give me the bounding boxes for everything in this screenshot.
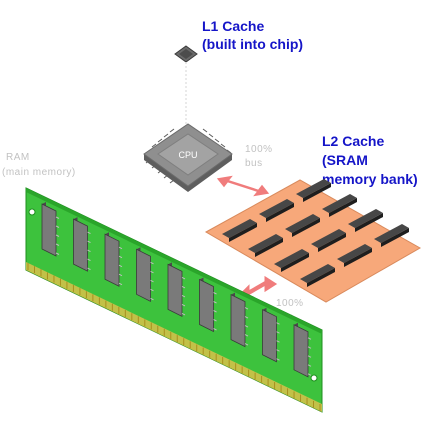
sram-chip	[322, 194, 357, 213]
ram-chip-pin	[307, 337, 312, 340]
sram-chip-side	[329, 198, 357, 217]
sram-chip	[300, 264, 335, 283]
sram-chip	[248, 234, 283, 253]
l2-cache-line3: memory bank)	[322, 171, 418, 187]
sram-chip-side	[318, 233, 346, 252]
ram-chip-pin	[307, 355, 312, 358]
cpu-label: CPU	[178, 150, 197, 160]
sram-chip	[285, 214, 320, 233]
ram-chip-pin	[276, 358, 280, 361]
ram-label-line1: RAM	[6, 152, 30, 163]
sram-chip-side	[355, 213, 383, 232]
speed-label-top-line1: 100%	[245, 144, 273, 155]
ram-chip-pin	[87, 258, 91, 262]
ram-chip-pin	[244, 316, 249, 319]
ram-chip-pin	[213, 319, 217, 322]
sram-chip	[374, 224, 409, 243]
ram-chip-pin	[244, 334, 249, 337]
ram-chip-pin	[55, 243, 60, 246]
l1-cache-subtitle: (built into chip)	[202, 36, 303, 52]
sram-chip-side	[303, 183, 331, 202]
ram-chip-pin	[276, 331, 280, 334]
ram-chip-pin	[213, 292, 217, 295]
ram-chip-pin	[150, 297, 154, 301]
ram-chip-pin	[213, 301, 217, 304]
speed-label-top-line2: bus	[245, 158, 263, 169]
sram-chip-side	[266, 203, 294, 222]
ram-chip-pin	[181, 303, 186, 307]
ram-chip-pin	[244, 325, 249, 328]
sram-chip	[348, 209, 383, 228]
sram-chip-side	[281, 253, 309, 272]
ram-chip-pin	[307, 373, 312, 376]
sram-chip	[296, 179, 331, 198]
double-arrow-icon	[215, 174, 271, 198]
ram-chip-pin	[87, 240, 91, 244]
ram-chip-pin	[150, 270, 154, 274]
ram-chip-pin	[307, 364, 312, 367]
ram-chip	[41, 203, 57, 257]
ram-chip-pin	[150, 288, 154, 292]
sram-chip	[222, 219, 257, 238]
ram-chip	[167, 263, 183, 318]
ram-chip-pin	[276, 349, 280, 352]
ram-chip-pin	[213, 328, 217, 331]
ram-chip-pin	[276, 340, 280, 343]
ram-chip-pin	[118, 273, 123, 277]
ram-module-icon	[25, 187, 323, 413]
ram-chip-pin	[244, 307, 249, 310]
sram-chip-side	[229, 223, 257, 242]
ram-chip-pin	[118, 255, 123, 259]
speed-label-bottom-line1: 100%	[276, 298, 304, 309]
l2-cache-line2: (SRAM	[322, 152, 368, 168]
sram-chip	[259, 199, 294, 218]
sram-chip	[337, 244, 372, 263]
ram-chip-pin	[244, 343, 249, 346]
sram-chip-side	[255, 238, 283, 257]
sram-chip-side	[292, 218, 320, 237]
ram-label-line2: (main memory)	[2, 167, 76, 178]
ram-chip-pin	[118, 282, 123, 286]
sram-chip-side	[307, 268, 335, 287]
ram-chip-pin	[181, 294, 186, 298]
l2-cache-board-icon	[204, 179, 422, 303]
ram-chip-pin	[87, 249, 91, 253]
l2-cache-title: L2 Cache	[322, 133, 384, 149]
ram-chip-pin	[181, 276, 186, 280]
ram-chip-pin	[55, 252, 60, 255]
ram-chip-pin	[181, 285, 186, 289]
ram-chip-pin	[307, 346, 312, 349]
ram-chip-pin	[213, 310, 217, 313]
ram-chip	[73, 218, 88, 272]
sram-chip	[274, 249, 309, 268]
sram-chip	[311, 229, 346, 248]
ram-chip	[262, 309, 277, 363]
ram-chip-pin	[55, 216, 60, 219]
ram-chip-pin	[55, 234, 60, 237]
ram-chip-pin	[118, 246, 123, 250]
ram-chip-pin	[276, 322, 280, 325]
l1-chip-icon	[174, 45, 198, 63]
ram-chip-pin	[118, 264, 123, 268]
ram-chip	[136, 248, 151, 302]
sram-chip-side	[344, 248, 372, 267]
ram-chip	[199, 278, 214, 333]
sram-chip-side	[381, 228, 409, 247]
ram-chip-pin	[150, 279, 154, 283]
ram-chip-pin	[55, 225, 60, 228]
cpu-chip-icon: CPU	[143, 123, 233, 192]
ram-chip	[230, 293, 246, 348]
ram-chip-pin	[150, 261, 154, 265]
ram-chip-pin	[181, 312, 186, 316]
ram-chip	[104, 233, 120, 287]
l1-cache-title: L1 Cache	[202, 18, 264, 34]
ram-chip	[293, 324, 309, 378]
ram-chip-pin	[87, 231, 91, 235]
ram-chip-pin	[87, 267, 91, 271]
